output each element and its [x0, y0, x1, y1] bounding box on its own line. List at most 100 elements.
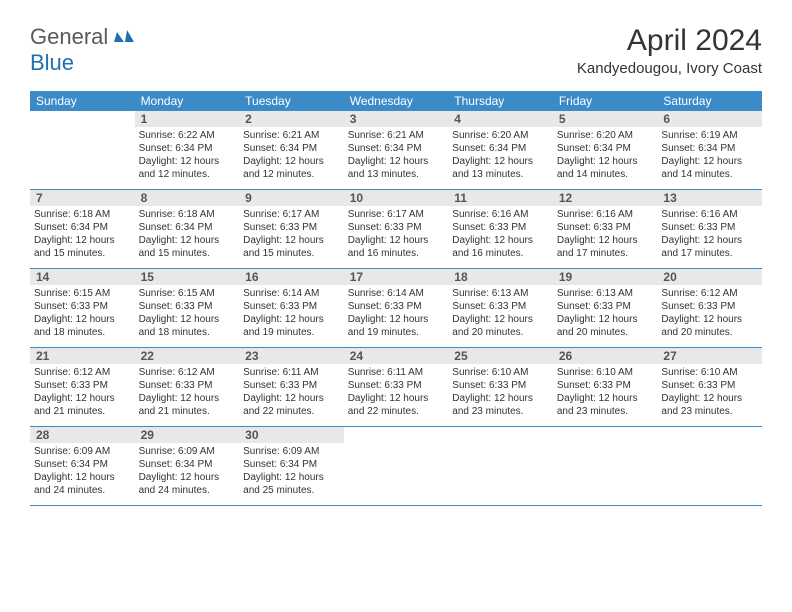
weekday-header: Wednesday [344, 91, 449, 111]
day-cell [30, 111, 135, 189]
day-info: Sunrise: 6:22 AMSunset: 6:34 PMDaylight:… [139, 129, 236, 181]
day-info: Sunrise: 6:09 AMSunset: 6:34 PMDaylight:… [243, 445, 340, 497]
day-cell: 30 Sunrise: 6:09 AMSunset: 6:34 PMDayligh… [239, 427, 344, 505]
header: General Blue April 2024 Kandyedougou, Iv… [30, 24, 762, 77]
day-cell: 18Sunrise: 6:13 AMSunset: 6:33 PMDayligh… [448, 269, 553, 347]
day-info: Sunrise: 6:17 AMSunset: 6:33 PMDaylight:… [348, 208, 445, 260]
day-info: Sunrise: 6:12 AMSunset: 6:33 PMDaylight:… [34, 366, 131, 418]
day-cell: 22 Sunrise: 6:12 AMSunset: 6:33 PMDayligh… [135, 348, 240, 426]
day-cell: 10 Sunrise: 6:17 AMSunset: 6:33 PMDayligh… [344, 190, 449, 268]
day-info: Sunrise: 6:10 AMSunset: 6:33 PMDaylight:… [557, 366, 654, 418]
day-number: 22 [135, 348, 240, 364]
day-cell: 8 Sunrise: 6:18 AMSunset: 6:34 PMDaylight… [135, 190, 240, 268]
weekday-header-row: SundayMondayTuesdayWednesdayThursdayFrid… [30, 91, 762, 111]
weekday-header: Sunday [30, 91, 135, 111]
day-info: Sunrise: 6:14 AMSunset: 6:33 PMDaylight:… [348, 287, 445, 339]
day-number: 2 [239, 111, 344, 127]
day-number: 13 [657, 190, 762, 206]
day-cell: 19 Sunrise: 6:13 AMSunset: 6:33 PMDayligh… [553, 269, 658, 347]
day-info: Sunrise: 6:19 AMSunset: 6:34 PMDaylight:… [661, 129, 758, 181]
weekday-header: Monday [135, 91, 240, 111]
day-number: 18 [448, 269, 553, 285]
week-row: 14Sunrise: 6:15 AMSunset: 6:33 PMDayligh… [30, 269, 762, 348]
brand-text: General Blue [30, 24, 134, 76]
day-info: Sunrise: 6:11 AMSunset: 6:33 PMDaylight:… [348, 366, 445, 418]
day-cell: 29Sunrise: 6:09 AMSunset: 6:34 PMDayligh… [135, 427, 240, 505]
day-info: Sunrise: 6:12 AMSunset: 6:33 PMDaylight:… [139, 366, 236, 418]
day-cell: 26Sunrise: 6:10 AMSunset: 6:33 PMDayligh… [553, 348, 658, 426]
day-number: 23 [239, 348, 344, 364]
flag-icon [114, 24, 134, 40]
day-number: 19 [553, 269, 658, 285]
day-cell: 12 Sunrise: 6:16 AMSunset: 6:33 PMDayligh… [553, 190, 658, 268]
day-info: Sunrise: 6:18 AMSunset: 6:34 PMDaylight:… [139, 208, 236, 260]
day-number: 30 [239, 427, 344, 443]
weekday-header: Saturday [657, 91, 762, 111]
brand-logo: General Blue [30, 24, 134, 76]
day-info: Sunrise: 6:20 AMSunset: 6:34 PMDaylight:… [452, 129, 549, 181]
day-info: Sunrise: 6:10 AMSunset: 6:33 PMDaylight:… [452, 366, 549, 418]
day-number: 1 [135, 111, 240, 127]
brand-word2: Blue [30, 50, 74, 75]
day-cell [657, 427, 762, 505]
day-cell: 14 Sunrise: 6:15 AMSunset: 6:33 PMDayligh… [30, 269, 135, 347]
day-number: 6 [657, 111, 762, 127]
day-number: 16 [239, 269, 344, 285]
day-number: 10 [344, 190, 449, 206]
day-number: 15 [135, 269, 240, 285]
day-number: 4 [448, 111, 553, 127]
day-number: 9 [239, 190, 344, 206]
title-block: April 2024 Kandyedougou, Ivory Coast [577, 24, 762, 77]
day-number: 3 [344, 111, 449, 127]
day-number: 14 [30, 269, 135, 285]
week-row: 7Sunrise: 6:18 AMSunset: 6:34 PMDaylight… [30, 190, 762, 269]
day-cell [448, 427, 553, 505]
day-number: 11 [448, 190, 553, 206]
weeks-container: 1 Sunrise: 6:22 AMSunset: 6:34 PMDaylight… [30, 111, 762, 506]
weekday-header: Thursday [448, 91, 553, 111]
day-info: Sunrise: 6:18 AMSunset: 6:34 PMDaylight:… [34, 208, 131, 260]
day-info: Sunrise: 6:11 AMSunset: 6:33 PMDaylight:… [243, 366, 340, 418]
day-cell: 9Sunrise: 6:17 AMSunset: 6:33 PMDaylight… [239, 190, 344, 268]
day-cell: 28Sunrise: 6:09 AMSunset: 6:34 PMDayligh… [30, 427, 135, 505]
day-cell: 13 Sunrise: 6:16 AMSunset: 6:33 PMDayligh… [657, 190, 762, 268]
day-info: Sunrise: 6:16 AMSunset: 6:33 PMDaylight:… [452, 208, 549, 260]
day-cell: 23 Sunrise: 6:11 AMSunset: 6:33 PMDayligh… [239, 348, 344, 426]
day-number: 20 [657, 269, 762, 285]
day-cell: 24 Sunrise: 6:11 AMSunset: 6:33 PMDayligh… [344, 348, 449, 426]
day-cell: 5Sunrise: 6:20 AMSunset: 6:34 PMDaylight… [553, 111, 658, 189]
day-info: Sunrise: 6:16 AMSunset: 6:33 PMDaylight:… [557, 208, 654, 260]
location-text: Kandyedougou, Ivory Coast [577, 60, 762, 77]
brand-word1: General [30, 24, 108, 49]
day-cell: 6 Sunrise: 6:19 AMSunset: 6:34 PMDaylight… [657, 111, 762, 189]
week-row: 21Sunrise: 6:12 AMSunset: 6:33 PMDayligh… [30, 348, 762, 427]
day-number: 8 [135, 190, 240, 206]
day-cell: 21Sunrise: 6:12 AMSunset: 6:33 PMDayligh… [30, 348, 135, 426]
day-info: Sunrise: 6:14 AMSunset: 6:33 PMDaylight:… [243, 287, 340, 339]
day-info: Sunrise: 6:16 AMSunset: 6:33 PMDaylight:… [661, 208, 758, 260]
day-cell: 27Sunrise: 6:10 AMSunset: 6:33 PMDayligh… [657, 348, 762, 426]
day-cell: 4 Sunrise: 6:20 AMSunset: 6:34 PMDaylight… [448, 111, 553, 189]
day-cell: 11 Sunrise: 6:16 AMSunset: 6:33 PMDayligh… [448, 190, 553, 268]
day-cell: 17Sunrise: 6:14 AMSunset: 6:33 PMDayligh… [344, 269, 449, 347]
day-number: 29 [135, 427, 240, 443]
day-number: 28 [30, 427, 135, 443]
week-row: 28 Sunrise: 6:09 AMSunset: 6:34 PMDayligh… [30, 427, 762, 506]
day-info: Sunrise: 6:21 AMSunset: 6:34 PMDaylight:… [348, 129, 445, 181]
day-cell: 20 Sunrise: 6:12 AMSunset: 6:33 PMDayligh… [657, 269, 762, 347]
week-row: 1 Sunrise: 6:22 AMSunset: 6:34 PMDaylight… [30, 111, 762, 190]
day-info: Sunrise: 6:15 AMSunset: 6:33 PMDaylight:… [139, 287, 236, 339]
day-cell: 1 Sunrise: 6:22 AMSunset: 6:34 PMDaylight… [135, 111, 240, 189]
day-info: Sunrise: 6:15 AMSunset: 6:33 PMDaylight:… [34, 287, 131, 339]
weekday-header: Tuesday [239, 91, 344, 111]
day-number: 7 [30, 190, 135, 206]
day-cell [344, 427, 449, 505]
day-number: 12 [553, 190, 658, 206]
calendar-grid: SundayMondayTuesdayWednesdayThursdayFrid… [30, 91, 762, 506]
day-cell: 16 Sunrise: 6:14 AMSunset: 6:33 PMDayligh… [239, 269, 344, 347]
day-info: Sunrise: 6:12 AMSunset: 6:33 PMDaylight:… [661, 287, 758, 339]
day-number: 24 [344, 348, 449, 364]
day-info: Sunrise: 6:13 AMSunset: 6:33 PMDaylight:… [557, 287, 654, 339]
day-cell: 7 Sunrise: 6:18 AMSunset: 6:34 PMDaylight… [30, 190, 135, 268]
day-number: 5 [553, 111, 658, 127]
